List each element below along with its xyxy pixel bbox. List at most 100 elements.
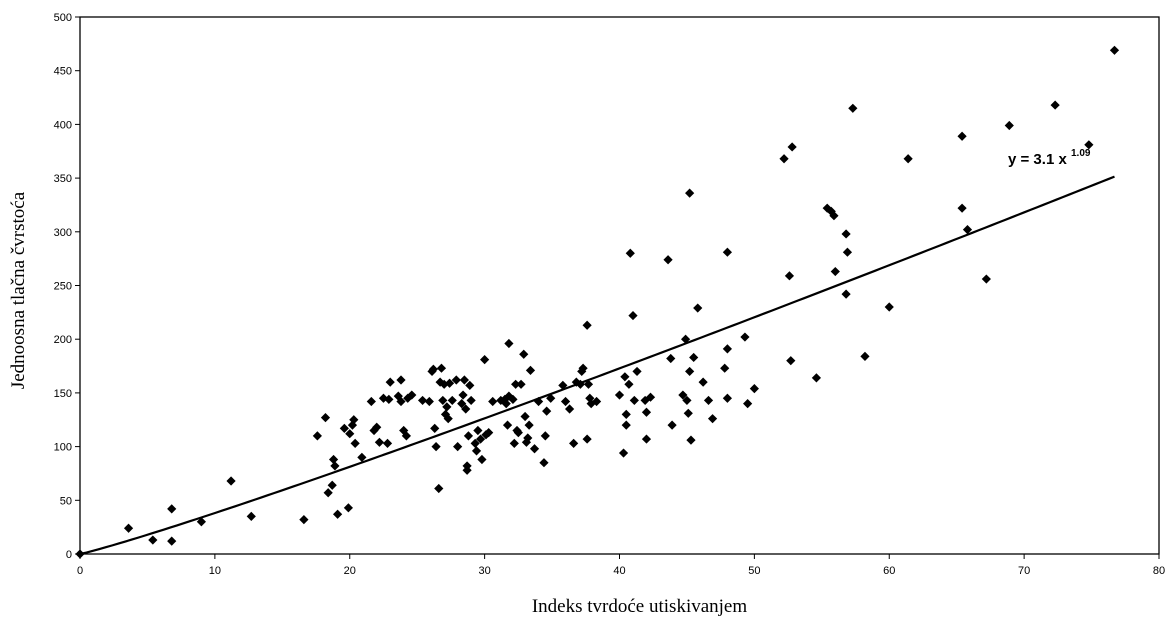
data-point [524, 420, 534, 430]
data-point [516, 379, 526, 389]
data-point [582, 320, 592, 330]
data-point [453, 442, 463, 452]
data-point [542, 406, 552, 416]
data-point [320, 413, 331, 423]
data-point [722, 247, 732, 257]
x-tick-label: 40 [613, 565, 625, 577]
data-point [564, 404, 575, 414]
data-point [442, 402, 452, 412]
data-point [463, 431, 474, 441]
data-point [707, 414, 718, 424]
y-tick-label: 50 [60, 495, 72, 507]
data-point [520, 411, 530, 422]
data-point [779, 154, 789, 164]
data-point [641, 407, 652, 417]
data-point [685, 366, 695, 377]
data-point [569, 438, 579, 448]
trendline-equation: y = 3.1 x 1.09 [1008, 148, 1091, 168]
data-point [328, 454, 339, 465]
trendline-equation-base: y = 3.1 x [1008, 151, 1067, 168]
data-point [582, 434, 592, 444]
data-point [473, 425, 483, 436]
data-point [618, 448, 629, 458]
data-point [583, 379, 594, 389]
data-point [384, 394, 394, 404]
data-point [683, 408, 693, 418]
data-point [1050, 100, 1060, 110]
y-tick-label: 350 [54, 173, 72, 185]
data-point [585, 393, 595, 403]
y-axis-title: Jednoosna tlačna čvrstoća [8, 191, 29, 389]
data-point [439, 379, 449, 389]
data-point [903, 154, 913, 164]
axis-labels: Indeks tvrdoće utiskivanjem Jednoosna tl… [8, 148, 1091, 617]
plot-area [79, 16, 1160, 555]
data-point [372, 422, 382, 432]
data-point [841, 229, 851, 239]
data-point [504, 391, 514, 401]
data-point [333, 509, 343, 519]
data-point [339, 423, 349, 433]
power-trendline [79, 175, 1115, 556]
y-tick-label: 450 [54, 66, 72, 78]
data-point [447, 395, 457, 406]
data-point [438, 395, 448, 406]
data-point [829, 211, 839, 221]
y-tick-label: 400 [54, 119, 72, 131]
data-point [396, 375, 406, 385]
data-point [167, 504, 177, 514]
data-point [575, 379, 585, 389]
y-tick-label: 200 [54, 334, 72, 346]
data-point [466, 395, 476, 406]
data-point [424, 396, 434, 407]
data-point [323, 488, 333, 498]
data-point [841, 289, 851, 299]
plot-border [79, 16, 1160, 555]
y-tick-label: 250 [54, 281, 72, 293]
data-point [685, 188, 695, 198]
trendline-layer [79, 175, 1115, 556]
x-tick-label: 60 [883, 565, 895, 577]
data-point [457, 399, 467, 409]
data-point [680, 334, 691, 344]
data-point [366, 396, 376, 407]
data-point [350, 438, 360, 448]
data-point [349, 415, 359, 425]
data-point [465, 380, 475, 390]
data-point [693, 303, 703, 313]
data-point [417, 395, 428, 406]
data-point [632, 366, 642, 377]
data-point [571, 377, 581, 387]
data-point [586, 399, 596, 409]
data-points [75, 45, 1120, 559]
data-point [811, 373, 822, 383]
data-point [578, 363, 588, 373]
data-point [462, 461, 472, 471]
x-tick-label: 80 [1153, 565, 1165, 577]
data-point [614, 390, 625, 400]
data-point [621, 420, 631, 430]
data-point [784, 271, 795, 281]
data-point [722, 393, 732, 403]
data-point [461, 404, 471, 414]
data-point [641, 434, 652, 444]
x-tick-label: 70 [1018, 565, 1030, 577]
data-point [620, 372, 630, 382]
data-point [546, 393, 556, 403]
data-point [470, 438, 480, 448]
data-point [848, 103, 858, 113]
data-point [436, 363, 447, 373]
data-point [621, 409, 631, 419]
data-point [330, 461, 340, 471]
data-point [523, 433, 533, 443]
x-tick-label: 30 [479, 565, 491, 577]
data-point [385, 377, 395, 387]
data-point [625, 248, 635, 258]
data-point [407, 390, 417, 400]
x-axis-title: Indeks tvrdoće utiskivanjem [532, 596, 748, 617]
data-point [312, 431, 322, 441]
data-point [957, 203, 967, 213]
data-point [451, 375, 461, 385]
